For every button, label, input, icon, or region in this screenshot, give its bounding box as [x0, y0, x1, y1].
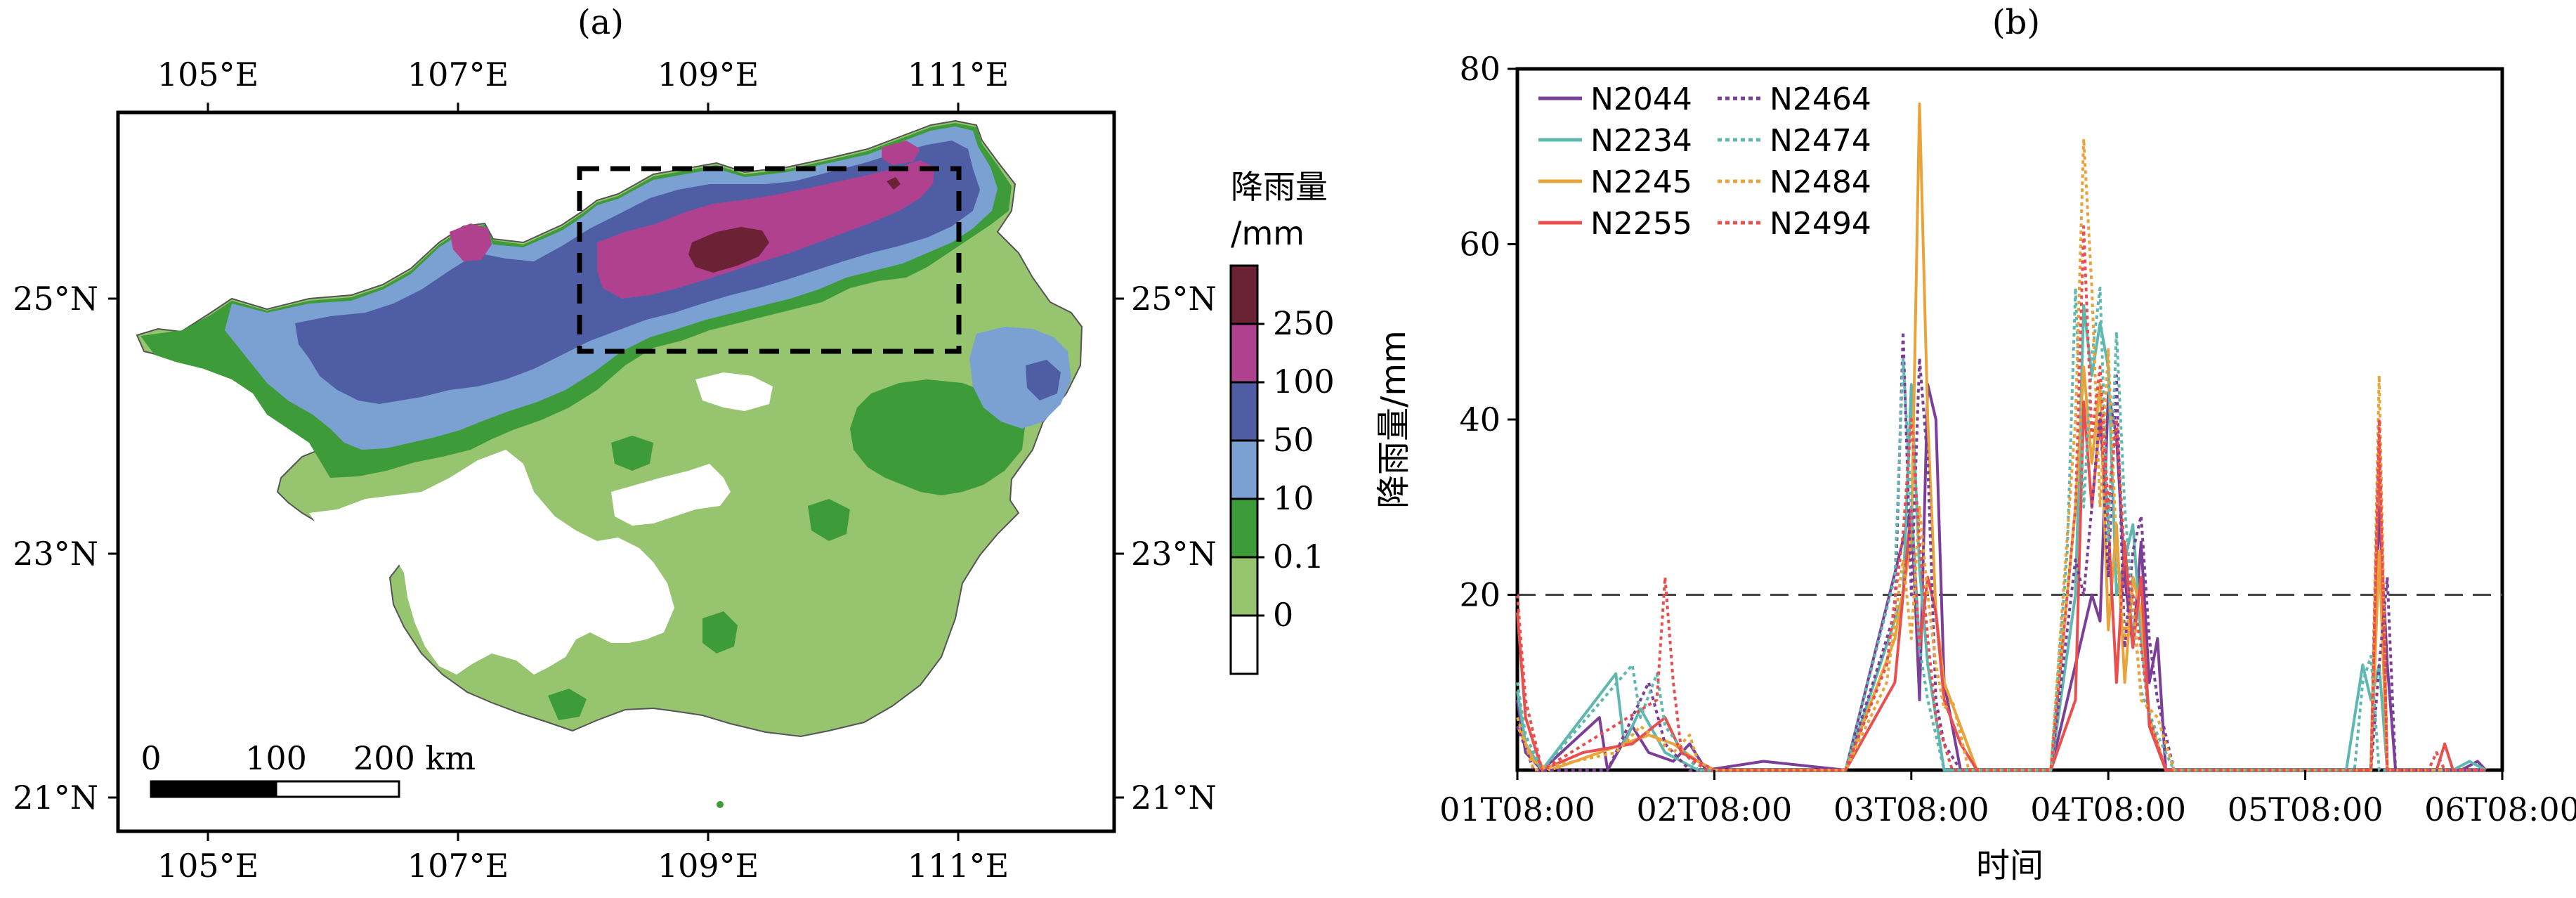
- colorbar-cell-1: [1229, 323, 1259, 384]
- colorbar: 降雨量 /mm 250 100 50 10 0.1 0: [1229, 168, 1335, 675]
- region-dark-green-patch-3: [808, 499, 850, 541]
- legend-label-n2474: N2474: [1770, 123, 1871, 159]
- legend-label-n2044: N2044: [1590, 82, 1692, 117]
- x-tick-label-5: 06T08:00: [2424, 790, 2576, 828]
- region-dark-green-patch-4: [548, 689, 587, 720]
- legend-label-n2255: N2255: [1590, 206, 1692, 242]
- chart-legend: N2044 N2234 N2245 N2255 N2464 N2474 N2484 N2494: [1538, 82, 1871, 242]
- study-area-box: [577, 166, 962, 354]
- rainfall-line-chart: 20 40 60 80 01T08:00 02T08:00 03T08:00 04T08:0…: [1374, 50, 2576, 885]
- region-white-north: [695, 372, 773, 411]
- map-ticks: [108, 103, 1124, 841]
- lon-tick-top-107: 107°E: [407, 56, 509, 93]
- panel-b-label: (b): [1992, 3, 2040, 42]
- lat-tick-left-25: 25°N: [13, 280, 98, 318]
- region-medium-blue-east: [1026, 360, 1061, 401]
- lon-tick-top-109: 109°E: [658, 56, 759, 93]
- colorbar-label-4: 0.1: [1273, 538, 1324, 575]
- region-magenta-east: [882, 141, 920, 165]
- series-lines: [1516, 102, 2487, 772]
- legend-label-n2464: N2464: [1770, 82, 1871, 117]
- y-tick-label-20: 20: [1459, 576, 1501, 614]
- rainfall-map: 105°E 107°E 109°E 111°E 105°E 107°E 109°…: [13, 56, 1217, 885]
- region-white-west: [309, 450, 674, 675]
- lat-tick-right-21: 21°N: [1131, 779, 1217, 816]
- colorbar-cells: [1229, 264, 1264, 675]
- colorbar-cell-2: [1229, 381, 1259, 442]
- colorbar-label-3: 10: [1273, 479, 1314, 517]
- panel-a-label: (a): [577, 3, 624, 42]
- region-maroon: [688, 227, 769, 273]
- island-marker: [717, 801, 724, 808]
- y-tick-label-40: 40: [1459, 401, 1501, 438]
- colorbar-label-5: 0: [1273, 596, 1293, 634]
- colorbar-title: 降雨量: [1231, 168, 1328, 206]
- series-line-n2464: [1516, 330, 2486, 772]
- series-line-n2234: [1516, 304, 2487, 772]
- colorbar-unit: /mm: [1231, 214, 1305, 252]
- x-axis-ticks: 01T08:00 02T08:00 03T08:00 04T08:00 05T08:00…: [1439, 770, 2576, 828]
- region-magenta-west: [450, 223, 492, 261]
- y-tick-label-80: 80: [1459, 50, 1501, 88]
- colorbar-cell-6: [1229, 614, 1259, 675]
- legend-label-n2245: N2245: [1590, 164, 1692, 200]
- y-axis-label: 降雨量/mm: [1374, 330, 1413, 509]
- x-tick-label-1: 02T08:00: [1637, 790, 1793, 828]
- colorbar-cell-5: [1229, 556, 1259, 617]
- lon-tick-top-105: 105°E: [157, 56, 259, 93]
- x-tick-label-3: 04T08:00: [2030, 790, 2186, 828]
- lon-tick-bottom-109: 109°E: [658, 847, 759, 885]
- x-tick-label-2: 03T08:00: [1833, 790, 1989, 828]
- lat-tick-left-23: 23°N: [13, 535, 98, 573]
- colorbar-cell-4: [1229, 497, 1259, 559]
- region-dark-green-east: [850, 379, 1026, 495]
- colorbar-label-1: 100: [1273, 363, 1335, 401]
- lat-tick-left-21: 21°N: [13, 779, 98, 816]
- lon-tick-top-111: 111°E: [908, 56, 1009, 93]
- region-white-center: [611, 464, 731, 526]
- colorbar-label-2: 50: [1273, 421, 1314, 459]
- lat-tick-right-23: 23°N: [1131, 535, 1217, 573]
- x-tick-label-4: 05T08:00: [2228, 790, 2384, 828]
- series-line-n2494: [1516, 225, 2486, 772]
- series-line-n2484: [1516, 137, 2486, 772]
- region-dark-green-patch-1: [702, 611, 738, 653]
- y-tick-label-60: 60: [1459, 226, 1501, 263]
- colorbar-cell-3: [1229, 439, 1259, 500]
- lat-tick-right-25: 25°N: [1131, 280, 1217, 318]
- legend-label-n2234: N2234: [1590, 123, 1692, 159]
- colorbar-labels: 250 100 50 10 0.1 0: [1273, 304, 1335, 634]
- x-axis-label: 时间: [1976, 846, 2044, 885]
- legend-label-n2494: N2494: [1770, 206, 1871, 242]
- region-magenta-main: [597, 160, 934, 299]
- lon-tick-bottom-107: 107°E: [407, 847, 509, 885]
- series-line-n2474: [1516, 286, 2486, 772]
- scale-bar: 0 100 200 km: [140, 739, 476, 798]
- colorbar-label-0: 250: [1273, 304, 1335, 342]
- legend-label-n2484: N2484: [1770, 164, 1871, 200]
- x-tick-label-0: 01T08:00: [1439, 790, 1595, 828]
- region-maroon-small: [887, 177, 901, 190]
- scale-label-100: 100: [245, 739, 307, 777]
- region-light-blue-east: [969, 327, 1071, 429]
- scale-label-0: 0: [140, 739, 161, 777]
- chart-frame: [1515, 67, 2504, 772]
- region-dark-green-patch-2: [611, 436, 653, 471]
- scale-label-200km: 200 km: [353, 739, 476, 777]
- lon-tick-bottom-111: 111°E: [908, 847, 1009, 885]
- y-axis-ticks: 20 40 60 80: [1459, 50, 1517, 614]
- colorbar-cell-0: [1229, 264, 1259, 325]
- lon-tick-bottom-105: 105°E: [157, 847, 259, 885]
